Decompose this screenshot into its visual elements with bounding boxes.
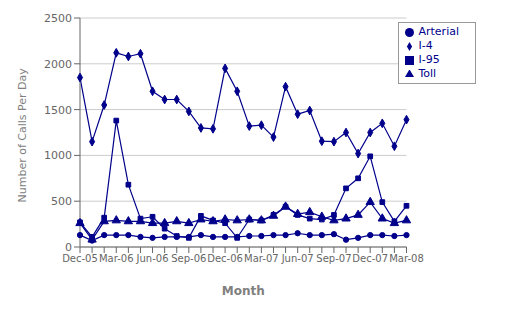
- svg-text:1000: 1000: [44, 149, 72, 162]
- svg-text:Jun-07: Jun-07: [281, 253, 314, 264]
- svg-text:Sep-06: Sep-06: [171, 253, 206, 264]
- svg-text:1500: 1500: [44, 104, 72, 117]
- svg-text:0: 0: [65, 241, 72, 254]
- svg-text:Dec-06: Dec-06: [207, 253, 243, 264]
- svg-text:Sep-07: Sep-07: [316, 253, 351, 264]
- svg-text:Dec-07: Dec-07: [352, 253, 388, 264]
- svg-text:Month: Month: [222, 284, 265, 298]
- html-text:I-4: I-4: [418, 39, 433, 52]
- html-text:I-95: I-95: [418, 53, 440, 66]
- html-text:Toll: Toll: [418, 67, 437, 80]
- svg-text:Number of Calls Per Day: Number of Calls Per Day: [16, 68, 29, 203]
- svg-text:Mar-08: Mar-08: [389, 253, 424, 264]
- svg-text:Jun-06: Jun-06: [136, 253, 169, 264]
- svg-text:2000: 2000: [44, 58, 72, 71]
- html-text:Arterial: Arterial: [418, 25, 459, 38]
- svg-text:Dec-05: Dec-05: [62, 253, 98, 264]
- svg-text:Mar-07: Mar-07: [244, 253, 279, 264]
- svg-text:500: 500: [51, 195, 72, 208]
- svg-text:Mar-06: Mar-06: [99, 253, 134, 264]
- svg-text:2500: 2500: [44, 12, 72, 25]
